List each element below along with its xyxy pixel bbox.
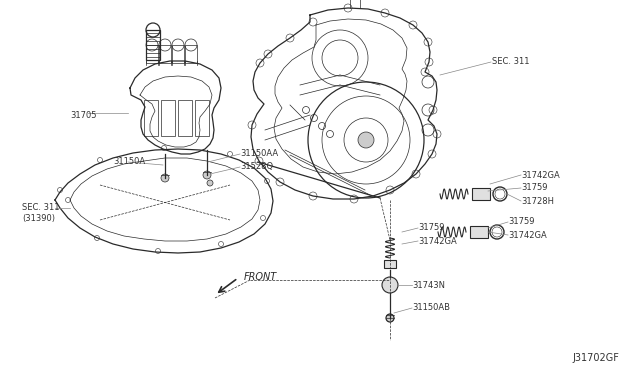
- Text: J31702GF: J31702GF: [572, 353, 619, 363]
- Text: 31150AA: 31150AA: [240, 150, 278, 158]
- Text: 31728H: 31728H: [521, 196, 554, 205]
- Circle shape: [382, 277, 398, 293]
- Text: SEC. 311: SEC. 311: [492, 58, 529, 67]
- Circle shape: [203, 171, 211, 179]
- Circle shape: [358, 132, 374, 148]
- Bar: [470, 226, 488, 238]
- Circle shape: [386, 314, 394, 322]
- Text: FRONT: FRONT: [244, 272, 277, 282]
- Bar: [384, 260, 396, 268]
- Bar: [146, 30, 160, 60]
- Bar: [172, 45, 184, 63]
- Bar: [144, 100, 158, 136]
- Text: 31742GA: 31742GA: [521, 170, 560, 180]
- Text: SEC. 311: SEC. 311: [22, 203, 60, 212]
- Circle shape: [207, 180, 213, 186]
- Bar: [159, 45, 171, 63]
- Text: (31390): (31390): [22, 215, 55, 224]
- Text: 31759: 31759: [418, 224, 445, 232]
- Bar: [146, 45, 158, 63]
- Bar: [185, 45, 197, 63]
- Bar: [472, 188, 490, 200]
- Bar: [178, 100, 192, 136]
- Text: 31528Q: 31528Q: [240, 163, 273, 171]
- Bar: [161, 100, 175, 136]
- Text: 31759: 31759: [508, 218, 534, 227]
- Text: 31150A: 31150A: [113, 157, 145, 167]
- Text: 31742GA: 31742GA: [508, 231, 547, 240]
- Text: 31150AB: 31150AB: [412, 304, 450, 312]
- Circle shape: [161, 174, 169, 182]
- Text: 31759: 31759: [521, 183, 547, 192]
- Text: 31743N: 31743N: [412, 280, 445, 289]
- Bar: [195, 100, 209, 136]
- Text: 31705: 31705: [70, 110, 97, 119]
- Text: 31742GA: 31742GA: [418, 237, 457, 246]
